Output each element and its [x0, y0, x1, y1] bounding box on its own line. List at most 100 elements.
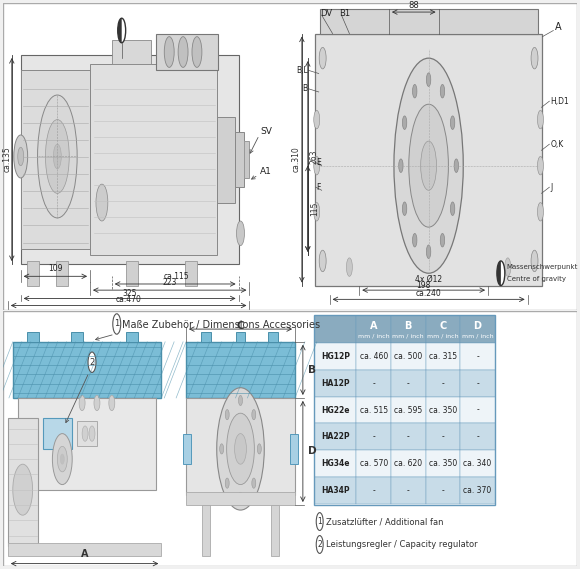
Circle shape	[45, 119, 69, 193]
Text: ca. 500: ca. 500	[394, 352, 422, 361]
Circle shape	[79, 395, 85, 411]
FancyBboxPatch shape	[186, 492, 295, 505]
FancyBboxPatch shape	[356, 397, 391, 423]
Circle shape	[113, 314, 121, 334]
FancyBboxPatch shape	[391, 316, 426, 343]
Text: ca.240: ca.240	[416, 288, 441, 298]
FancyBboxPatch shape	[356, 423, 391, 450]
Circle shape	[178, 36, 188, 67]
Text: B: B	[405, 321, 412, 331]
FancyBboxPatch shape	[461, 477, 495, 504]
Text: 115: 115	[310, 201, 319, 216]
Circle shape	[57, 446, 67, 472]
Circle shape	[96, 184, 108, 221]
FancyBboxPatch shape	[356, 370, 391, 397]
Text: 198: 198	[416, 281, 431, 290]
Text: D: D	[474, 321, 481, 331]
Text: ca.310: ca.310	[291, 147, 300, 172]
Text: C: C	[237, 321, 244, 331]
FancyBboxPatch shape	[314, 315, 495, 505]
Text: ca. 460: ca. 460	[360, 352, 388, 361]
FancyBboxPatch shape	[8, 418, 38, 546]
Text: 2: 2	[317, 540, 322, 549]
Text: HA34P: HA34P	[321, 486, 350, 495]
FancyBboxPatch shape	[235, 332, 245, 342]
Circle shape	[38, 95, 77, 218]
Text: SV: SV	[260, 127, 272, 137]
Circle shape	[538, 110, 543, 129]
FancyBboxPatch shape	[391, 423, 426, 450]
Circle shape	[531, 47, 538, 69]
Circle shape	[225, 478, 229, 488]
Text: -: -	[407, 379, 409, 387]
FancyBboxPatch shape	[8, 543, 161, 556]
Circle shape	[220, 444, 224, 454]
Text: 1: 1	[114, 319, 119, 328]
FancyBboxPatch shape	[18, 398, 157, 490]
Text: 2: 2	[89, 358, 95, 367]
Text: Massenschwerpunkt: Massenschwerpunkt	[507, 264, 578, 270]
Circle shape	[258, 444, 261, 454]
Text: E: E	[317, 158, 321, 167]
FancyBboxPatch shape	[356, 477, 391, 504]
Text: -: -	[372, 486, 375, 495]
FancyBboxPatch shape	[27, 332, 38, 342]
Text: Zusatzlüfter / Additional fan: Zusatzlüfter / Additional fan	[325, 517, 443, 526]
Text: O,K: O,K	[550, 139, 564, 149]
FancyBboxPatch shape	[461, 423, 495, 450]
FancyBboxPatch shape	[268, 332, 278, 342]
FancyBboxPatch shape	[99, 398, 105, 444]
FancyBboxPatch shape	[42, 418, 72, 449]
FancyBboxPatch shape	[426, 397, 461, 423]
Circle shape	[420, 141, 437, 190]
Circle shape	[89, 426, 95, 441]
Text: HA12P: HA12P	[321, 379, 350, 387]
Text: ca. 620: ca. 620	[394, 459, 422, 468]
Circle shape	[394, 58, 463, 273]
Circle shape	[497, 261, 505, 286]
Circle shape	[82, 426, 88, 441]
Circle shape	[60, 454, 64, 464]
Text: 109: 109	[48, 264, 63, 273]
Circle shape	[237, 221, 244, 246]
FancyBboxPatch shape	[183, 434, 191, 464]
Circle shape	[238, 395, 242, 406]
Circle shape	[14, 135, 28, 178]
Circle shape	[409, 104, 448, 227]
Circle shape	[217, 387, 264, 510]
Text: HG12P: HG12P	[321, 352, 350, 361]
Text: -: -	[407, 432, 409, 442]
FancyBboxPatch shape	[461, 316, 495, 343]
Circle shape	[238, 492, 242, 502]
Text: DV: DV	[320, 9, 332, 18]
Circle shape	[109, 395, 115, 411]
Text: 263: 263	[310, 149, 319, 164]
FancyBboxPatch shape	[391, 370, 426, 397]
FancyBboxPatch shape	[13, 342, 161, 398]
Text: -: -	[476, 352, 479, 361]
Text: J: J	[550, 183, 553, 192]
FancyBboxPatch shape	[126, 261, 137, 286]
Circle shape	[94, 395, 100, 411]
Circle shape	[316, 513, 323, 530]
Text: ca.135: ca.135	[2, 147, 12, 172]
Circle shape	[234, 434, 246, 464]
Text: B1: B1	[339, 9, 351, 18]
FancyBboxPatch shape	[186, 398, 295, 495]
Circle shape	[192, 36, 202, 67]
FancyBboxPatch shape	[271, 505, 279, 556]
Text: -: -	[476, 406, 479, 415]
Text: -: -	[441, 379, 444, 387]
FancyBboxPatch shape	[139, 398, 144, 444]
Circle shape	[53, 144, 61, 169]
Text: -: -	[476, 379, 479, 387]
Text: ca. 570: ca. 570	[360, 459, 388, 468]
FancyBboxPatch shape	[315, 397, 356, 423]
Text: C: C	[439, 321, 447, 331]
Text: ca. 340: ca. 340	[463, 459, 492, 468]
FancyBboxPatch shape	[356, 316, 391, 343]
FancyBboxPatch shape	[21, 71, 90, 249]
Text: -: -	[407, 486, 409, 495]
FancyBboxPatch shape	[126, 332, 137, 342]
Wedge shape	[118, 18, 122, 43]
